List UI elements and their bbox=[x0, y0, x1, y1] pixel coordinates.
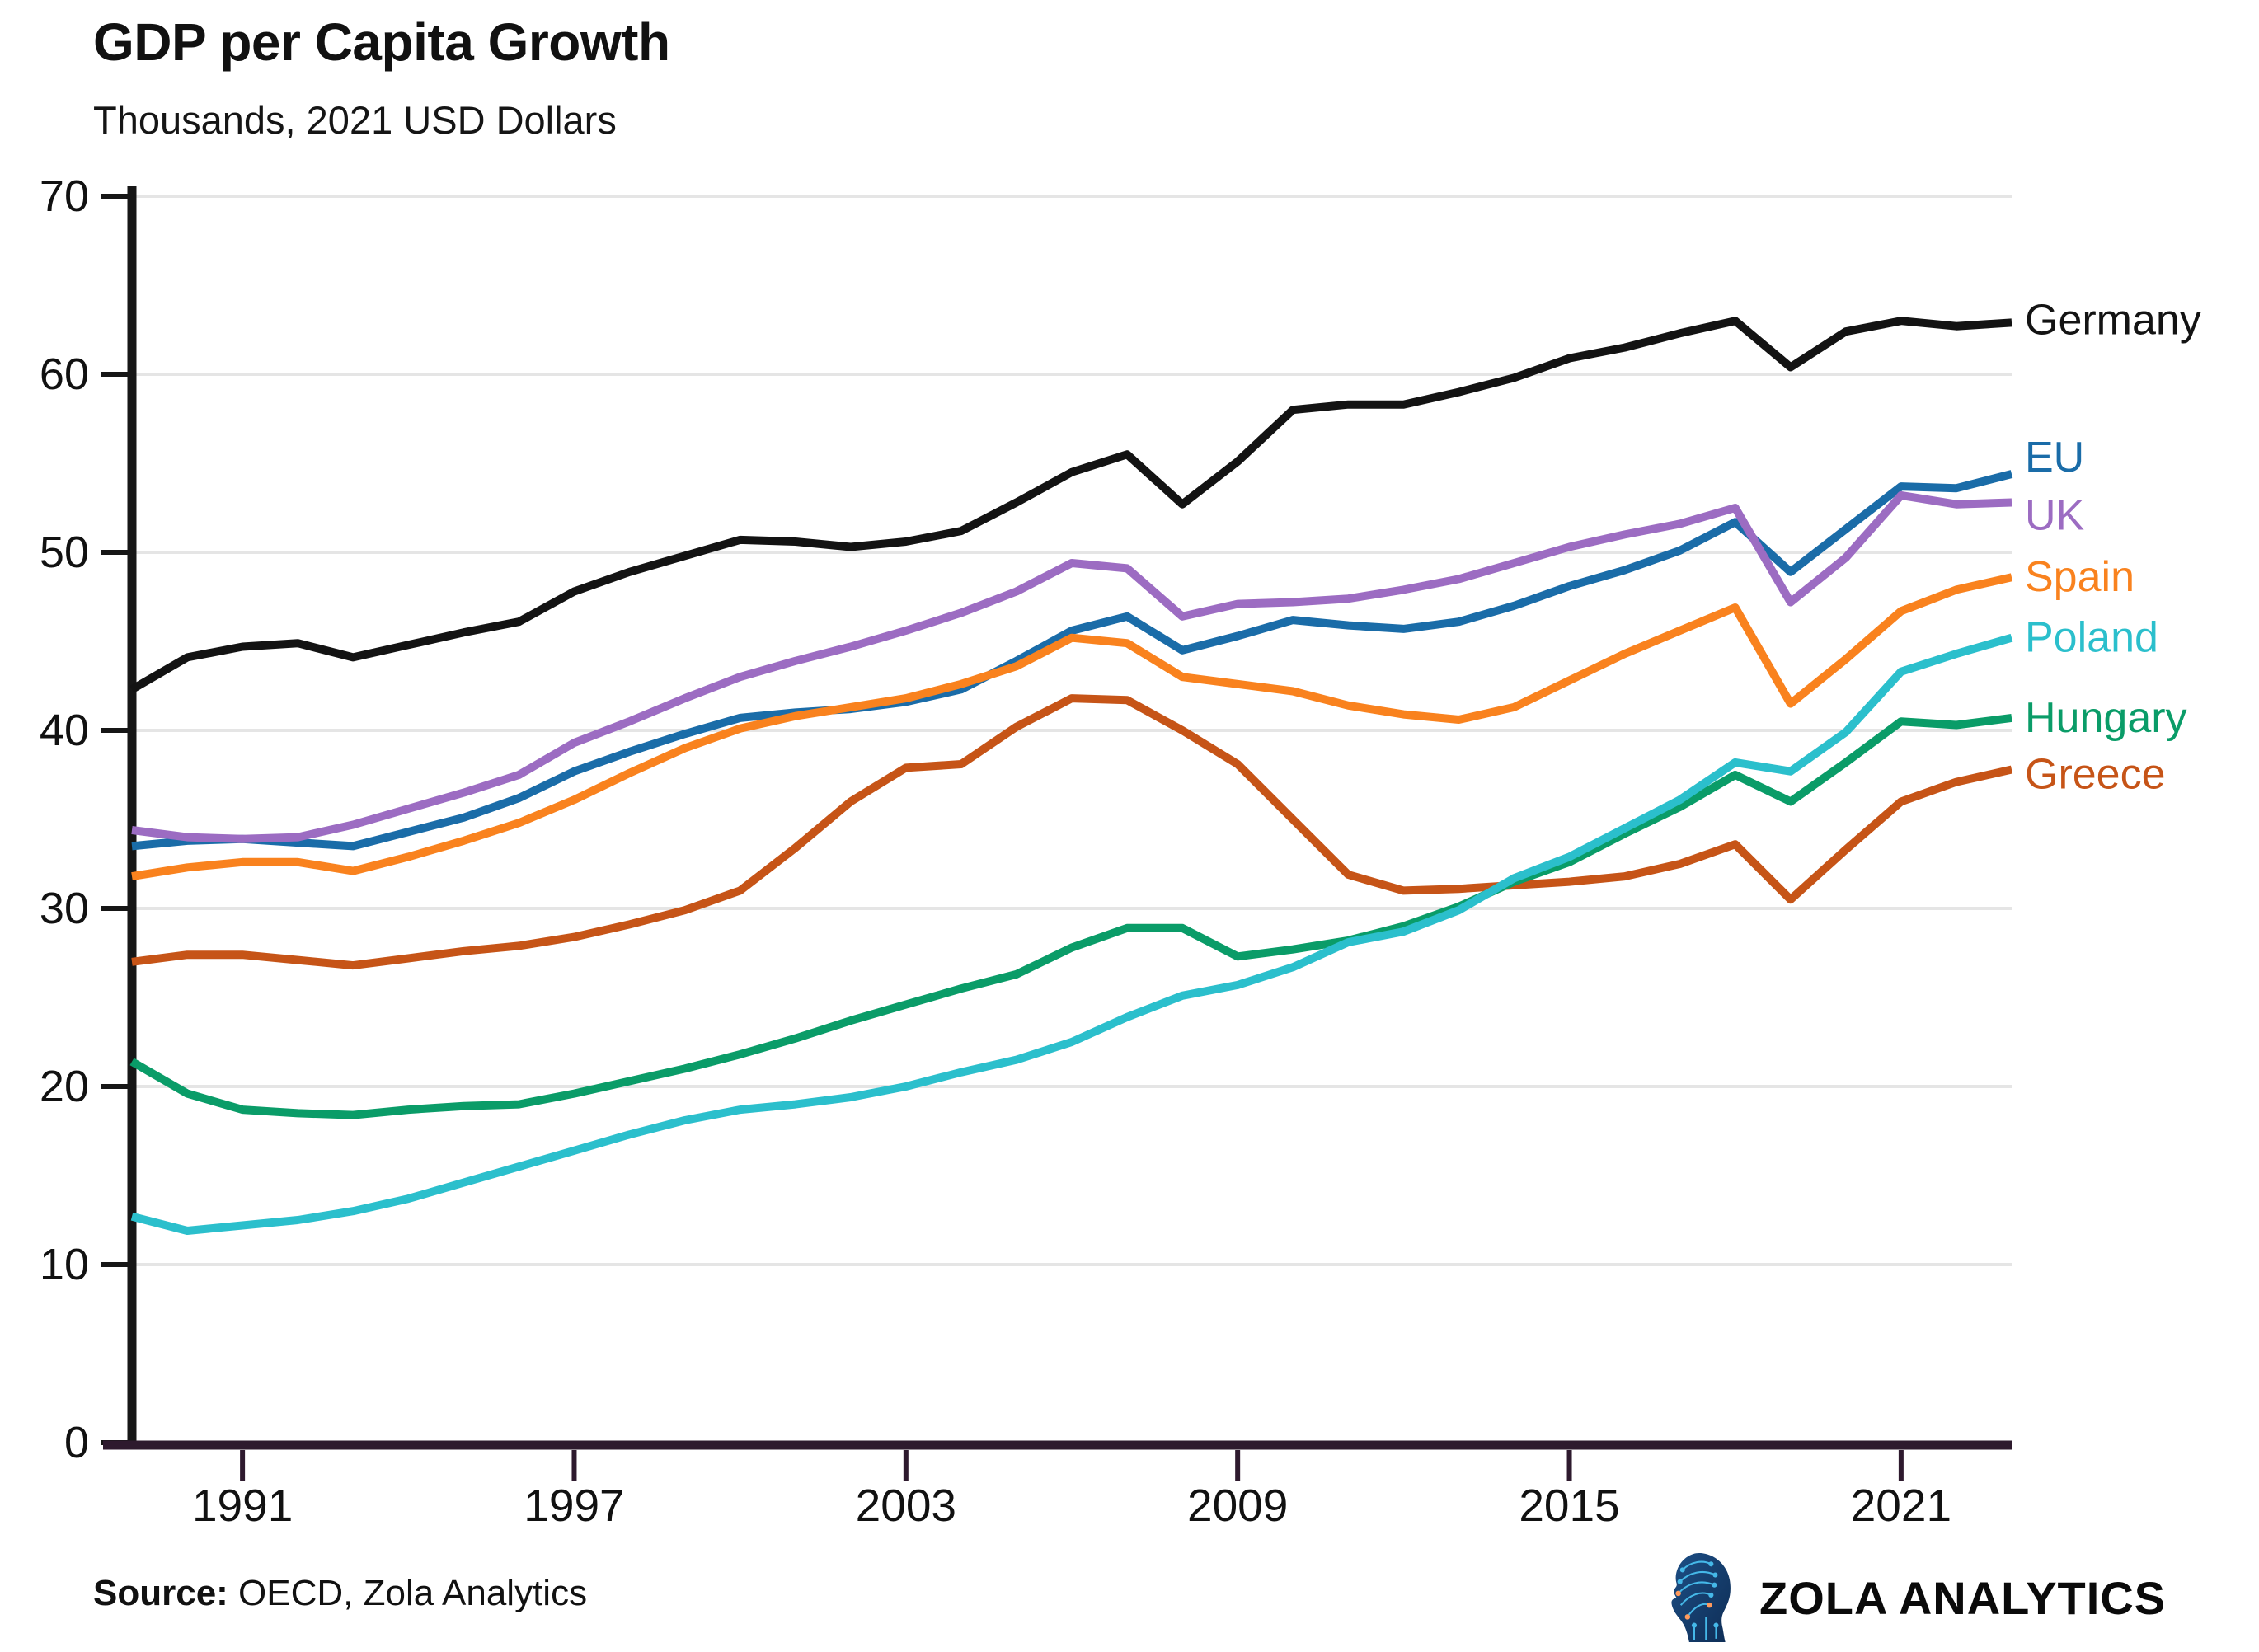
x-tick-label: 1997 bbox=[524, 1480, 624, 1531]
series-label-hungary: Hungary bbox=[2025, 694, 2187, 742]
circuit-nodes-cyan bbox=[1677, 1561, 1719, 1628]
series-label-greece: Greece bbox=[2025, 751, 2166, 799]
source-label: Source: bbox=[93, 1573, 228, 1613]
x-tick-label: 2003 bbox=[856, 1480, 956, 1531]
y-tick-label: 60 bbox=[40, 350, 89, 399]
series-line-poland bbox=[130, 633, 2013, 1235]
series-line-uk bbox=[131, 490, 2012, 843]
head-silhouette bbox=[1671, 1552, 1731, 1642]
series-label-germany: Germany bbox=[2025, 296, 2201, 344]
x-tick-label: 2015 bbox=[1519, 1480, 1619, 1531]
series-label-poland: Poland bbox=[2025, 614, 2158, 662]
series-line-germany bbox=[129, 317, 2012, 693]
circuit-nodes-orange bbox=[1675, 1590, 1712, 1620]
y-tick-label: 20 bbox=[40, 1062, 89, 1111]
ai-head-circuit-icon bbox=[1671, 1552, 1731, 1642]
brand-name: ZOLA ANALYTICS bbox=[1759, 1571, 2167, 1624]
x-tick-label: 2021 bbox=[1851, 1480, 1951, 1531]
y-tick-label: 40 bbox=[40, 706, 89, 755]
y-tick-label: 30 bbox=[40, 884, 89, 933]
y-tick-label: 0 bbox=[64, 1418, 89, 1467]
series-label-eu: EU bbox=[2025, 434, 2084, 481]
x-tick-label: 2009 bbox=[1187, 1480, 1288, 1531]
series-label-spain: Spain bbox=[2025, 553, 2135, 601]
source-text: OECD, Zola Analytics bbox=[228, 1573, 588, 1613]
source-note: Source: OECD, Zola Analytics bbox=[93, 1573, 587, 1614]
brand-lockup: ZOLA ANALYTICS bbox=[1656, 1551, 2166, 1644]
y-tick-label: 50 bbox=[40, 528, 89, 577]
series-line-hungary bbox=[129, 713, 2012, 1119]
y-tick-label: 70 bbox=[40, 171, 89, 221]
series-label-uk: UK bbox=[2025, 492, 2085, 540]
series-line-greece bbox=[131, 694, 2013, 970]
page-subtitle: Thousands, 2021 USD Dollars bbox=[93, 98, 617, 142]
series-line-eu bbox=[131, 470, 2013, 851]
y-tick-label: 10 bbox=[40, 1240, 89, 1289]
x-tick-label: 1991 bbox=[192, 1480, 293, 1531]
series-line-spain bbox=[131, 573, 2013, 881]
page-title: GDP per Capita Growth bbox=[93, 12, 670, 72]
